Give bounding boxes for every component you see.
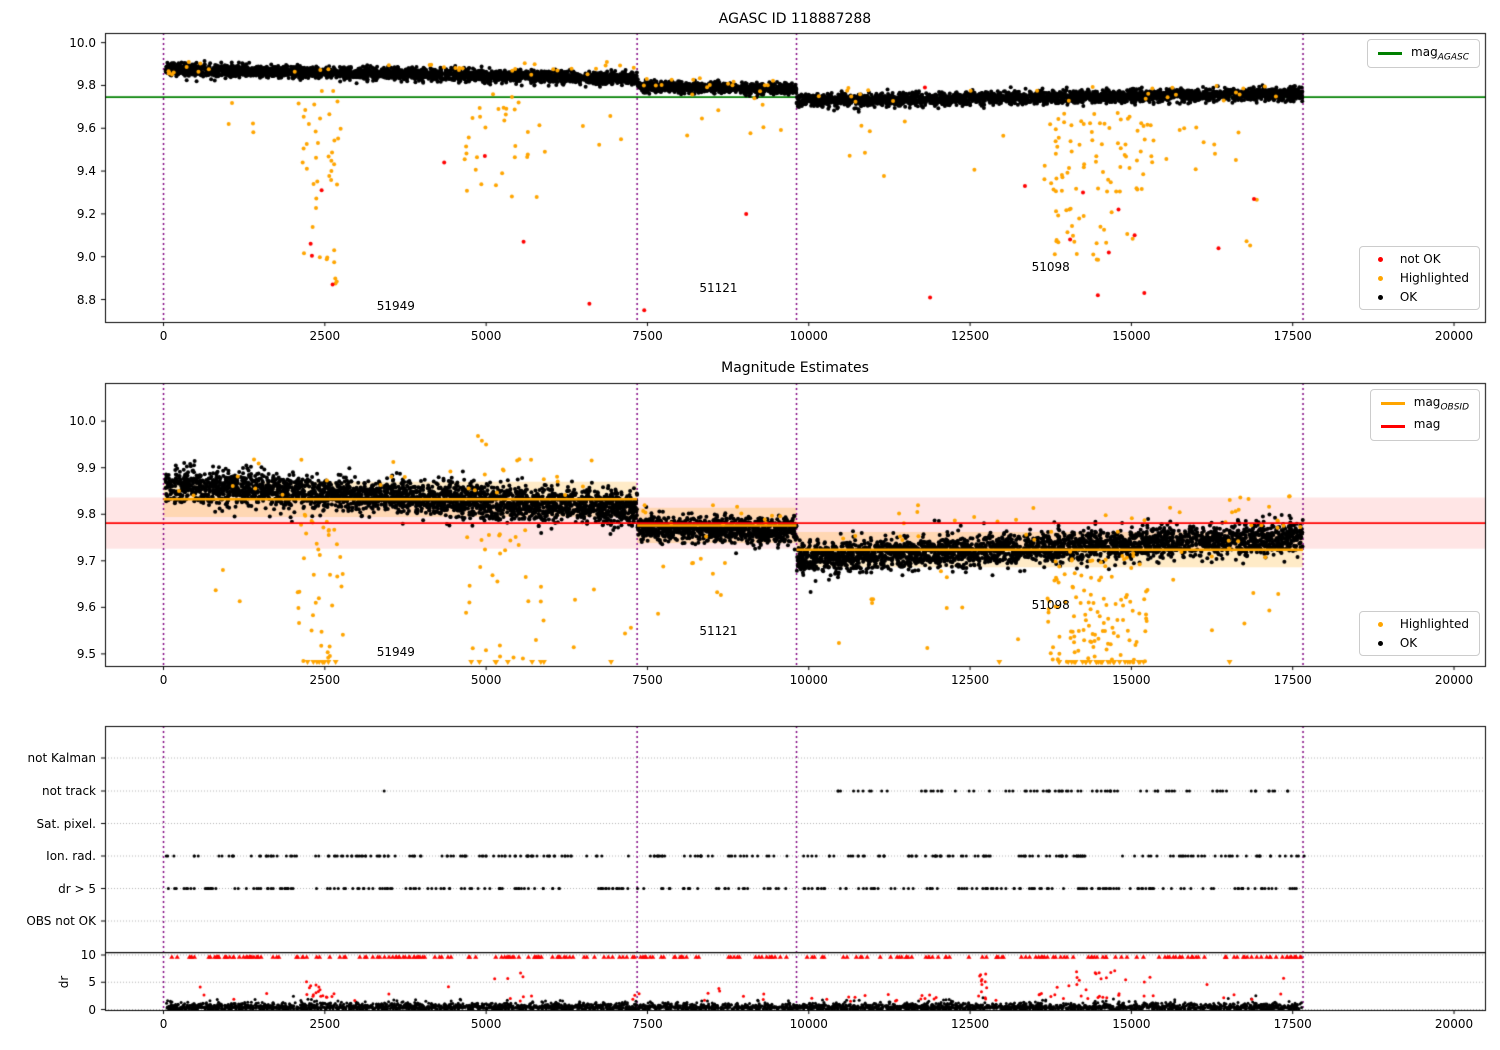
- orange-line-swatch: [1380, 402, 1405, 406]
- y-tick-label: 10.0: [69, 414, 96, 429]
- x-tick-label: 10000: [789, 673, 828, 687]
- y-tick-label: 8.8: [76, 292, 96, 307]
- x-tick-label: 17500: [1273, 673, 1312, 687]
- x-tick-label: 2500: [309, 329, 341, 343]
- x-tick-label: 5000: [470, 1017, 502, 1031]
- x-tick-label: 2500: [309, 1017, 341, 1031]
- legend-label-ok-mid: OK: [1399, 636, 1418, 650]
- x-tick-label: 5000: [470, 673, 502, 687]
- x-tick-label: 12500: [950, 673, 990, 687]
- x-tick-label: 17500: [1273, 1017, 1312, 1031]
- green-line-swatch: [1378, 52, 1403, 56]
- x-tick-label: 20000: [1434, 673, 1474, 687]
- dr-axis-label: dr: [57, 975, 71, 989]
- x-tick-label: 20000: [1434, 329, 1474, 343]
- y-tick-label: 9.0: [76, 249, 96, 264]
- y-tick-label: 9.6: [76, 600, 96, 615]
- y-tick-label: 9.6: [76, 121, 96, 136]
- legend-mid-markers: Highlighted OK: [1358, 611, 1480, 656]
- obsid-annotation: 51121: [699, 623, 738, 638]
- y-tick-label: 10.0: [69, 35, 96, 50]
- legend-item-highlighted: Highlighted: [1370, 271, 1469, 285]
- red-dot-swatch: [1377, 256, 1383, 262]
- legend-item-ok-mid: OK: [1370, 636, 1469, 650]
- y-tick-label: 9.5: [76, 646, 96, 661]
- x-tick-label: 2500: [309, 673, 341, 687]
- y-tick-label: 9.4: [76, 164, 96, 179]
- x-tick-label: 10000: [789, 1017, 828, 1031]
- flag-row-label: dr > 5: [58, 881, 96, 896]
- x-tick-label: 0: [159, 1017, 168, 1031]
- legend-item-highlighted-mid: Highlighted: [1370, 617, 1469, 631]
- x-tick-label: 15000: [1112, 673, 1151, 687]
- dr-tick-label: 5: [88, 975, 96, 990]
- flag-row-label: Ion. rad.: [46, 849, 96, 863]
- legend-mid-lines: magOBSID mag: [1369, 389, 1480, 441]
- dr-tick-label: 0: [88, 1002, 96, 1017]
- x-tick-label: 17500: [1273, 329, 1312, 343]
- x-tick-label: 0: [159, 673, 168, 687]
- x-tick-label: 7500: [632, 673, 663, 687]
- legend-label-highlighted-mid: Highlighted: [1399, 617, 1469, 631]
- x-tick-label: 0: [159, 329, 168, 343]
- legend-top-markers: not OK Highlighted OK: [1358, 246, 1480, 310]
- obsid-annotation: 51949: [376, 298, 415, 313]
- x-tick-label: 7500: [632, 1017, 663, 1031]
- x-tick-label: 15000: [1112, 1017, 1151, 1031]
- legend-label-ok: OK: [1399, 290, 1418, 304]
- x-tick-label: 5000: [470, 329, 502, 343]
- legend-item-mag: mag: [1380, 417, 1469, 434]
- orange-dot-swatch: [1377, 275, 1383, 281]
- middle-plot-title: Magnitude Estimates: [721, 360, 869, 376]
- obsid-annotation: 51949: [376, 644, 415, 659]
- y-tick-label: 9.9: [76, 460, 96, 475]
- x-tick-label: 12500: [950, 1017, 990, 1031]
- obsid-annotation: 51121: [699, 280, 738, 295]
- legend-item-ok: OK: [1370, 290, 1469, 304]
- flag-row-label: Sat. pixel.: [36, 816, 96, 831]
- red-line-swatch: [1380, 424, 1405, 428]
- legend-item-not-ok: not OK: [1370, 252, 1469, 266]
- black-dot-swatch: [1377, 640, 1383, 646]
- obsid-annotation: 51098: [1031, 260, 1070, 275]
- legend-label-highlighted: Highlighted: [1399, 271, 1469, 285]
- flag-row-label: not track: [41, 784, 96, 798]
- dr-tick-label: 10: [80, 948, 96, 962]
- legend-label-mag-agasc: magAGASC: [1411, 45, 1469, 63]
- x-tick-label: 15000: [1112, 329, 1151, 343]
- legend-label-not-ok: not OK: [1399, 252, 1441, 266]
- x-tick-label: 7500: [632, 329, 663, 343]
- legend-label-mag-obsid: magOBSID: [1413, 395, 1469, 413]
- flag-row-label: not Kalman: [27, 751, 96, 765]
- black-dot-swatch: [1377, 294, 1383, 300]
- top-plot-title: AGASC ID 118887288: [718, 11, 872, 27]
- orange-dot-swatch: [1377, 621, 1383, 627]
- y-tick-label: 9.2: [76, 206, 96, 221]
- legend-item-mag-agasc: magAGASC: [1378, 45, 1469, 62]
- x-tick-label: 12500: [950, 329, 990, 343]
- obsid-annotation: 51098: [1031, 598, 1070, 613]
- flag-row-label: OBS not OK: [26, 914, 96, 928]
- x-tick-label: 20000: [1434, 1017, 1474, 1031]
- y-tick-label: 9.8: [76, 78, 96, 93]
- legend-item-mag-obsid: magOBSID: [1380, 395, 1469, 413]
- legend-mag-agasc: magAGASC: [1367, 39, 1480, 69]
- y-tick-label: 9.7: [76, 553, 96, 568]
- y-tick-label: 9.8: [76, 507, 96, 522]
- x-tick-label: 10000: [789, 329, 828, 343]
- legend-label-mag: mag: [1413, 417, 1441, 432]
